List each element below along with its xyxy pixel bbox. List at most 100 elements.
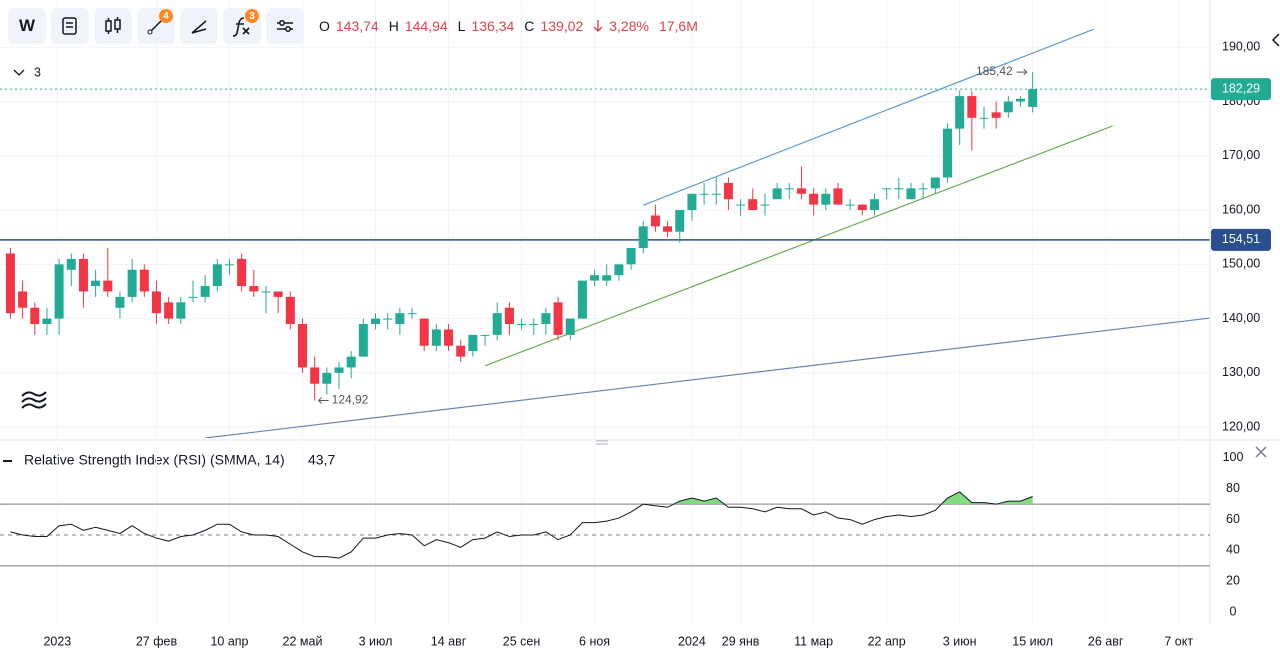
candle-body	[419, 318, 429, 346]
candle-body	[833, 188, 843, 205]
ohlc-value: 144,94	[404, 18, 448, 34]
candle-body	[869, 199, 879, 211]
ohlc-key: C	[524, 18, 535, 34]
candle-body	[456, 345, 466, 357]
candle-body	[176, 302, 186, 319]
candle-body	[614, 264, 624, 276]
candle-body	[371, 318, 381, 325]
candle-body	[602, 275, 612, 281]
x-tick-label: 10 апр	[210, 634, 248, 648]
candle-body	[541, 313, 551, 325]
alerts-button[interactable]: 4	[137, 8, 175, 44]
x-tick-label: 26 авг	[1088, 634, 1124, 648]
candle-body	[480, 334, 490, 336]
price-label: 182,29	[1222, 81, 1260, 95]
candle-body	[663, 226, 673, 232]
close-button[interactable]	[1255, 446, 1267, 458]
candle-body	[504, 307, 514, 325]
ohlc-key: O	[319, 18, 330, 34]
candle-body	[1016, 98, 1026, 102]
candle-body	[285, 296, 295, 325]
annotation-arrow	[317, 397, 329, 404]
trend-line	[484, 125, 1113, 367]
rsi-line	[10, 491, 1033, 559]
x-tick-label: 15 июл	[1012, 634, 1053, 648]
candle-body	[882, 188, 892, 190]
candle-body	[760, 204, 770, 206]
candle-body	[918, 188, 928, 190]
y-tick-label: 130,00	[1222, 365, 1260, 379]
x-tick-label: 27 фев	[136, 634, 178, 648]
y-tick-label: 170,00	[1222, 148, 1260, 162]
candle-body	[967, 96, 977, 118]
y-tick-label: 160,00	[1222, 202, 1260, 216]
candle-body	[66, 258, 76, 270]
x-tick-label: 22 май	[283, 634, 323, 648]
candle-body	[748, 199, 758, 211]
notes-button[interactable]	[51, 8, 89, 44]
candle-body	[322, 372, 332, 384]
candle-body	[638, 226, 648, 249]
hidden-count[interactable]: 3	[34, 65, 41, 79]
ohlc-key: L	[457, 18, 466, 34]
ohlc-legend: O 143,74 H 144,94 L 136,34 C 139,02 3,28% 17…	[319, 18, 702, 34]
candle-body	[553, 302, 563, 335]
candle-body	[772, 188, 782, 200]
annotation: 185,42	[976, 64, 1013, 78]
candle-body	[310, 367, 320, 384]
y-tick-label: 40	[1226, 543, 1240, 557]
indicators-button[interactable]: 3	[223, 8, 261, 44]
annotation: 124,92	[332, 393, 369, 407]
y-tick-label: 60	[1226, 512, 1240, 526]
candle-body	[979, 117, 989, 119]
x-tick-label: 7 окт	[1164, 634, 1193, 648]
candle-body	[18, 291, 28, 308]
interval-button[interactable]: W	[8, 8, 46, 44]
y-tick-label: 150,00	[1222, 257, 1260, 271]
candle-body	[942, 128, 952, 178]
drawing-button[interactable]	[180, 8, 218, 44]
y-tick-label: 100	[1223, 450, 1244, 464]
candle-body	[407, 313, 417, 315]
y-tick-label: 0	[1230, 604, 1237, 618]
candle-body	[42, 318, 52, 325]
logo	[21, 391, 47, 409]
candle-body	[5, 253, 15, 314]
collapse-chevron[interactable]	[13, 69, 25, 76]
candle-body	[590, 275, 600, 281]
candle-body	[626, 248, 636, 265]
candle-body	[687, 193, 697, 211]
y-tick-label: 80	[1226, 481, 1240, 495]
candle-body	[650, 215, 660, 227]
change: 3,28%	[609, 18, 649, 34]
badge: 4	[159, 9, 173, 23]
candle-body	[699, 193, 709, 195]
candle-body	[796, 188, 806, 194]
x-tick-label: 22 апр	[868, 634, 906, 648]
x-tick-label: 3 июн	[943, 634, 977, 648]
toolbar: W 4 3 O 143,74 H 144,94 L 136,34 C 139,02 3,…	[0, 0, 1210, 52]
candle-body	[224, 264, 234, 266]
candle-body	[115, 296, 125, 308]
ohlc-value: 139,02	[540, 18, 584, 34]
candle-body	[103, 280, 113, 292]
candle-body	[675, 210, 685, 232]
candle-body	[188, 296, 198, 298]
candle-body	[164, 302, 174, 319]
settings-button[interactable]	[266, 8, 304, 44]
candle-body	[444, 329, 454, 346]
x-tick-label: 29 янв	[722, 634, 760, 648]
down-arrow	[593, 20, 603, 32]
chart-type-button[interactable]	[94, 8, 132, 44]
candle-body	[784, 188, 794, 190]
rsi-title: Relative Strength Index (RSI) (SMMA, 14)	[24, 452, 285, 468]
ohlc-key: H	[388, 18, 399, 34]
collapse-axis[interactable]	[1271, 33, 1280, 47]
candle-body	[857, 204, 867, 211]
candle-body	[78, 258, 88, 292]
price-label-box	[1211, 228, 1271, 251]
candle-body	[906, 188, 916, 200]
candle-body	[91, 280, 101, 287]
